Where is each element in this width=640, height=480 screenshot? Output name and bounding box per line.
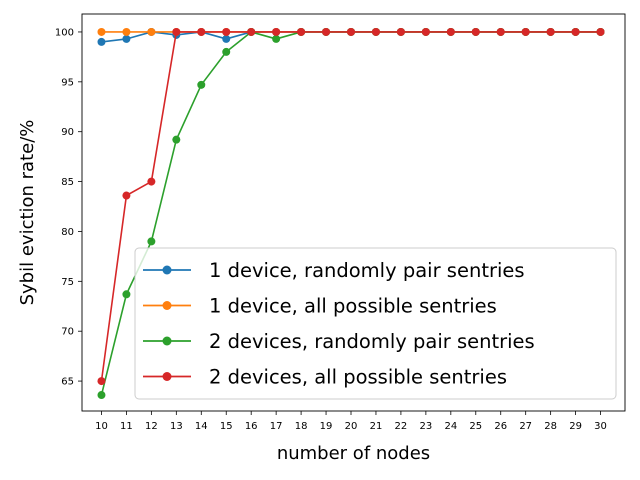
data-point [546, 27, 555, 36]
data-point [147, 27, 156, 36]
data-point [122, 34, 131, 43]
data-point [222, 27, 231, 36]
data-point [122, 191, 131, 200]
y-axis-label: Sybil eviction rate/% [17, 120, 38, 306]
data-point [197, 27, 206, 36]
legend-entry: 2 devices, all possible sentries [143, 366, 507, 389]
y-tick-label: 90 [61, 127, 74, 138]
x-tick-label: 12 [145, 421, 158, 432]
y-tick-label: 100 [55, 27, 74, 38]
data-point [97, 377, 106, 386]
data-point [496, 27, 505, 36]
legend-marker [162, 301, 172, 310]
x-tick-label: 14 [195, 421, 208, 432]
data-point [471, 27, 480, 36]
y-axis-ticks: 65 70 75 80 85 90 95 100 [55, 27, 82, 388]
x-tick-label: 27 [519, 421, 532, 432]
x-tick-label: 17 [270, 421, 283, 432]
data-point [97, 37, 106, 46]
legend-label: 1 device, all possible sentries [209, 295, 497, 318]
legend-marker [162, 265, 172, 275]
data-point [446, 27, 455, 36]
legend-marker [162, 336, 172, 346]
data-point [122, 290, 131, 299]
x-tick-label: 20 [345, 421, 358, 432]
x-tick-label: 24 [444, 421, 457, 432]
data-point [147, 177, 156, 186]
data-point [571, 27, 580, 36]
legend-entry: 1 device, randomly pair sentries [143, 259, 525, 282]
x-tick-label: 21 [370, 421, 383, 432]
data-point [521, 27, 530, 36]
data-point [97, 391, 106, 400]
legend-label: 2 devices, all possible sentries [209, 366, 507, 389]
y-tick-label: 85 [61, 177, 74, 188]
data-point [197, 80, 206, 89]
data-point [297, 27, 306, 36]
plot-frame [81, 13, 626, 412]
data-point [322, 27, 331, 36]
data-point [222, 47, 231, 56]
x-tick-label: 19 [320, 421, 333, 432]
data-point [371, 27, 380, 36]
legend-entry: 1 device, all possible sentries [143, 295, 497, 318]
data-point [272, 34, 281, 43]
legend-label: 2 devices, randomly pair sentries [209, 330, 535, 353]
data-point [172, 27, 181, 36]
data-point [147, 237, 156, 246]
x-axis-ticks: 10 11 12 13 14 15 16 17 18 19 20 21 22 23 24 25 26 27 28 29… [95, 411, 607, 432]
y-tick-label: 95 [61, 77, 74, 88]
legend-box [134, 247, 617, 400]
x-tick-label: 23 [419, 421, 432, 432]
x-tick-label: 26 [494, 421, 507, 432]
y-tick-label: 65 [61, 377, 74, 388]
legend-marker [162, 372, 172, 381]
y-tick-label: 80 [61, 227, 74, 238]
x-tick-label: 30 [594, 421, 607, 432]
x-tick-label: 16 [245, 421, 258, 432]
legend-label: 1 device, randomly pair sentries [209, 259, 525, 282]
data-point [97, 27, 106, 36]
data-point [172, 135, 181, 144]
legend: 1 device, randomly pair sentries 1 device… [134, 247, 617, 400]
data-point [421, 27, 430, 36]
x-tick-label: 29 [569, 421, 582, 432]
x-tick-label: 10 [95, 421, 108, 432]
series-layer [97, 27, 605, 400]
x-tick-label: 15 [220, 421, 233, 432]
data-point [272, 27, 281, 36]
x-tick-label: 25 [469, 421, 482, 432]
data-point [122, 27, 131, 36]
data-point [222, 34, 231, 43]
x-tick-label: 11 [120, 421, 133, 432]
data-point [247, 27, 256, 36]
legend-entry: 2 devices, randomly pair sentries [143, 330, 535, 353]
x-tick-label: 18 [295, 421, 308, 432]
x-tick-label: 28 [544, 421, 557, 432]
series-4 [97, 27, 605, 386]
x-tick-label: 22 [395, 421, 408, 432]
plot-area [81, 13, 626, 412]
x-axis-label: number of nodes [277, 443, 430, 464]
data-point [347, 27, 356, 36]
x-tick-label: 13 [170, 421, 183, 432]
data-point [396, 27, 405, 36]
data-point [596, 27, 605, 36]
y-tick-label: 70 [61, 327, 74, 338]
y-tick-label: 75 [61, 277, 74, 288]
